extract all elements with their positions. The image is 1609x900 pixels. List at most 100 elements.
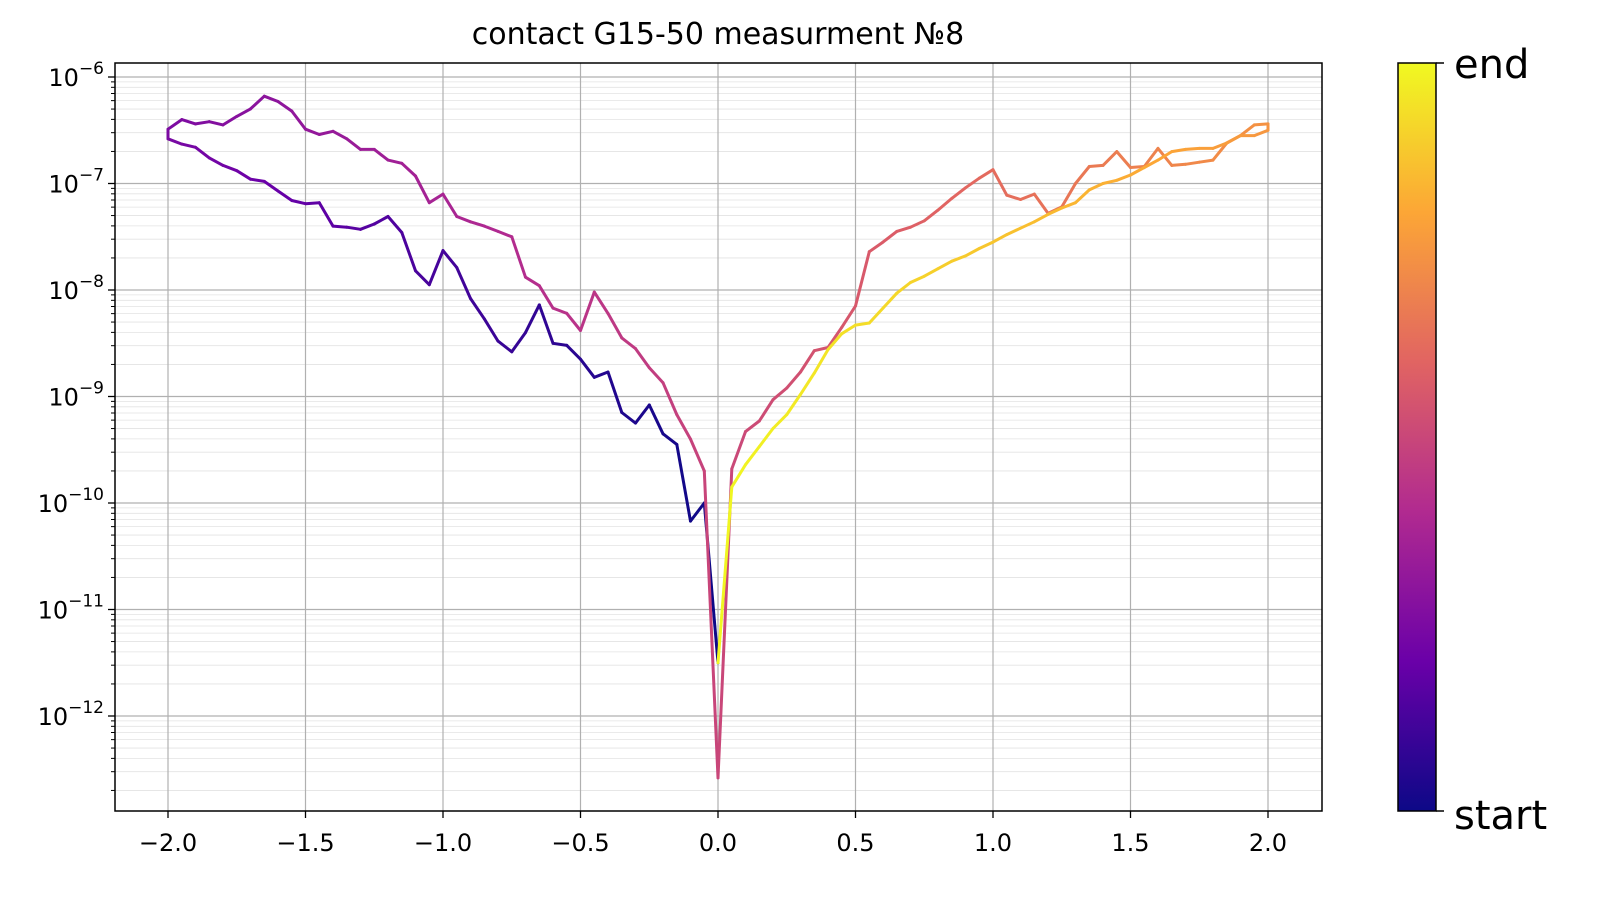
series-segment (262, 179, 280, 193)
x-tick-label: −1.0 (414, 829, 472, 857)
colorbar-end-label: end (1454, 42, 1529, 88)
series-segment (964, 176, 981, 190)
series-segment (909, 274, 926, 284)
y-tick-label: 10−8 (48, 272, 104, 305)
series-segment (345, 225, 362, 231)
series-segment (977, 240, 995, 250)
series-segment (757, 427, 775, 449)
series-segment (620, 411, 637, 425)
series-segment (977, 168, 995, 180)
x-tick-label: −1.5 (276, 829, 334, 857)
series-segment (359, 222, 376, 231)
series-segment (702, 469, 720, 780)
series-segment (1225, 134, 1242, 145)
series-segment (1197, 158, 1215, 164)
series-segment (1019, 220, 1036, 230)
series-segment (606, 370, 624, 414)
series-segment (482, 224, 500, 233)
series-segment (180, 118, 197, 126)
series-segment (744, 419, 761, 434)
series-group (166, 94, 1270, 780)
series-segment (317, 129, 335, 136)
series-segment (964, 247, 981, 258)
series-segment (744, 445, 761, 467)
series-segment (606, 311, 624, 340)
series-segment (249, 177, 266, 183)
series-segment (524, 275, 541, 288)
series-segment (1101, 178, 1119, 185)
series-segment (290, 109, 307, 131)
series-segment (194, 120, 211, 126)
series-segment (1115, 173, 1132, 182)
series-segment (840, 323, 857, 336)
series-segment (249, 94, 266, 111)
series-segment (771, 413, 789, 430)
series-segment (579, 357, 596, 379)
series-segment (922, 208, 940, 223)
series-segment (1087, 163, 1105, 168)
series-segment (661, 432, 679, 446)
series-segment (345, 137, 362, 151)
series-segment (895, 225, 912, 233)
series-segment (331, 129, 349, 141)
y-tick-label: 10−6 (48, 59, 104, 92)
series-segment (757, 398, 775, 423)
series-segment (730, 463, 747, 489)
series-segment (1170, 162, 1187, 167)
series-segment (592, 290, 610, 315)
x-tick-label: −0.5 (551, 829, 609, 857)
series-segment (771, 386, 789, 402)
x-tick-label: 2.0 (1249, 829, 1287, 857)
x-tick-label: 0.5 (836, 829, 874, 857)
series-segment (922, 267, 940, 278)
series-segment (1005, 193, 1022, 201)
series-segment (1005, 226, 1022, 237)
series-segment (207, 120, 225, 127)
chart-title: contact G15-50 measurment №8 (472, 17, 965, 52)
series-segment (537, 284, 555, 310)
series-segment (496, 339, 514, 354)
series-segment (867, 306, 885, 325)
series-segment (1211, 141, 1229, 162)
series-segment (730, 430, 747, 471)
series-segment (675, 413, 692, 441)
series-segment (1170, 147, 1187, 154)
series-segment (455, 215, 472, 224)
series-segment (510, 235, 527, 279)
series-segment (647, 366, 665, 385)
series-segment (634, 403, 651, 425)
series-segment (414, 269, 431, 287)
series-segment (661, 381, 679, 417)
series-segment (441, 192, 459, 218)
series-segment (235, 169, 252, 181)
series-segment (716, 485, 734, 665)
series-segment (524, 303, 541, 335)
series-segment (1060, 182, 1077, 209)
series-segment (867, 240, 885, 254)
y-tick-label: 10−10 (38, 485, 104, 518)
series-segment (854, 250, 871, 308)
series-segment (840, 304, 857, 329)
series-segment (1252, 122, 1270, 127)
series-segment (936, 196, 954, 212)
series-segment (812, 346, 830, 353)
series-segment (950, 186, 967, 200)
series-segment (1156, 150, 1174, 162)
series-segment (895, 281, 912, 295)
series-segment (276, 189, 294, 202)
series-segment (510, 331, 527, 354)
series-segment (496, 229, 514, 239)
series-segment (386, 215, 404, 234)
series-segment (785, 370, 802, 390)
series-segment (1046, 206, 1064, 216)
series-segment (317, 201, 335, 228)
series-segment (1184, 146, 1201, 151)
series-segment (331, 224, 349, 229)
series-segment (414, 174, 431, 205)
series-segment (537, 303, 555, 345)
series-segment (881, 291, 899, 310)
series-segment (1101, 150, 1119, 167)
series-segment (689, 501, 706, 523)
y-tick-label: 10−11 (38, 592, 104, 625)
series-segment (372, 147, 390, 162)
